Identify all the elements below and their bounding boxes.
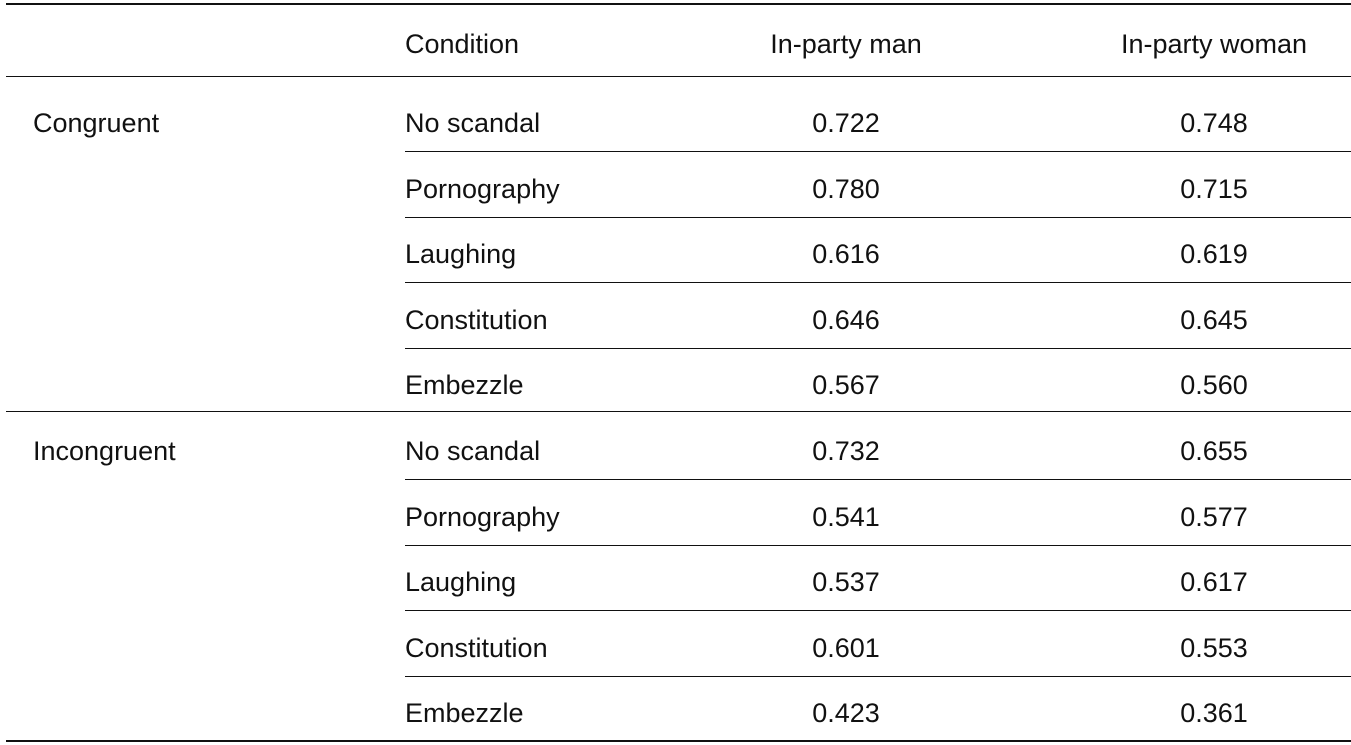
condition-cell: Laughing (405, 567, 517, 598)
in-party-man-value: 0.537 (812, 567, 880, 598)
in-party-woman-value: 0.645 (1180, 304, 1248, 335)
row-rule (405, 479, 1351, 480)
condition-cell: Embezzle (405, 370, 524, 401)
condition-cell: No scandal (405, 436, 541, 466)
top-rule (6, 3, 1351, 5)
header-in-party-woman: In-party woman (1120, 29, 1308, 59)
header-in-party-man: In-party man (770, 29, 922, 59)
in-party-man-value: 0.732 (812, 436, 880, 466)
condition-cell: Constitution (405, 304, 548, 335)
condition-cell: Embezzle (405, 698, 524, 729)
in-party-man-value: 0.423 (812, 698, 880, 729)
in-party-woman-value: 0.577 (1180, 501, 1248, 532)
header-condition: Condition (405, 29, 520, 59)
condition-cell: No scandal (405, 108, 541, 138)
in-party-woman-value: 0.553 (1180, 632, 1248, 663)
group-label: Incongruent (33, 436, 176, 466)
in-party-man-value: 0.541 (812, 501, 880, 532)
row-rule (405, 217, 1351, 218)
in-party-woman-value: 0.715 (1180, 173, 1248, 204)
results-table: Condition In-party man In-party woman Co… (6, 0, 1351, 745)
in-party-man-value: 0.646 (812, 304, 880, 335)
condition-cell: Constitution (405, 632, 548, 663)
row-rule (405, 610, 1351, 611)
in-party-man-value: 0.722 (812, 108, 880, 138)
in-party-woman-value: 0.560 (1180, 370, 1248, 401)
bottom-rule (6, 740, 1351, 742)
row-rule (405, 676, 1351, 677)
in-party-woman-value: 0.617 (1180, 567, 1248, 598)
in-party-man-value: 0.780 (812, 173, 880, 204)
in-party-woman-value: 0.655 (1180, 436, 1248, 466)
header-rule (6, 76, 1351, 77)
row-rule (405, 282, 1351, 283)
condition-cell: Pornography (405, 501, 560, 532)
row-rule (405, 545, 1351, 546)
row-rule (405, 348, 1351, 349)
in-party-man-value: 0.601 (812, 632, 880, 663)
in-party-woman-value: 0.748 (1180, 108, 1248, 138)
in-party-woman-value: 0.619 (1180, 239, 1248, 270)
in-party-man-value: 0.567 (812, 370, 880, 401)
group-separator-rule (6, 411, 1351, 412)
row-rule (405, 151, 1351, 152)
in-party-woman-value: 0.361 (1180, 698, 1248, 729)
condition-cell: Pornography (405, 173, 560, 204)
in-party-man-value: 0.616 (812, 239, 880, 270)
condition-cell: Laughing (405, 239, 517, 270)
group-label: Congruent (33, 108, 160, 138)
